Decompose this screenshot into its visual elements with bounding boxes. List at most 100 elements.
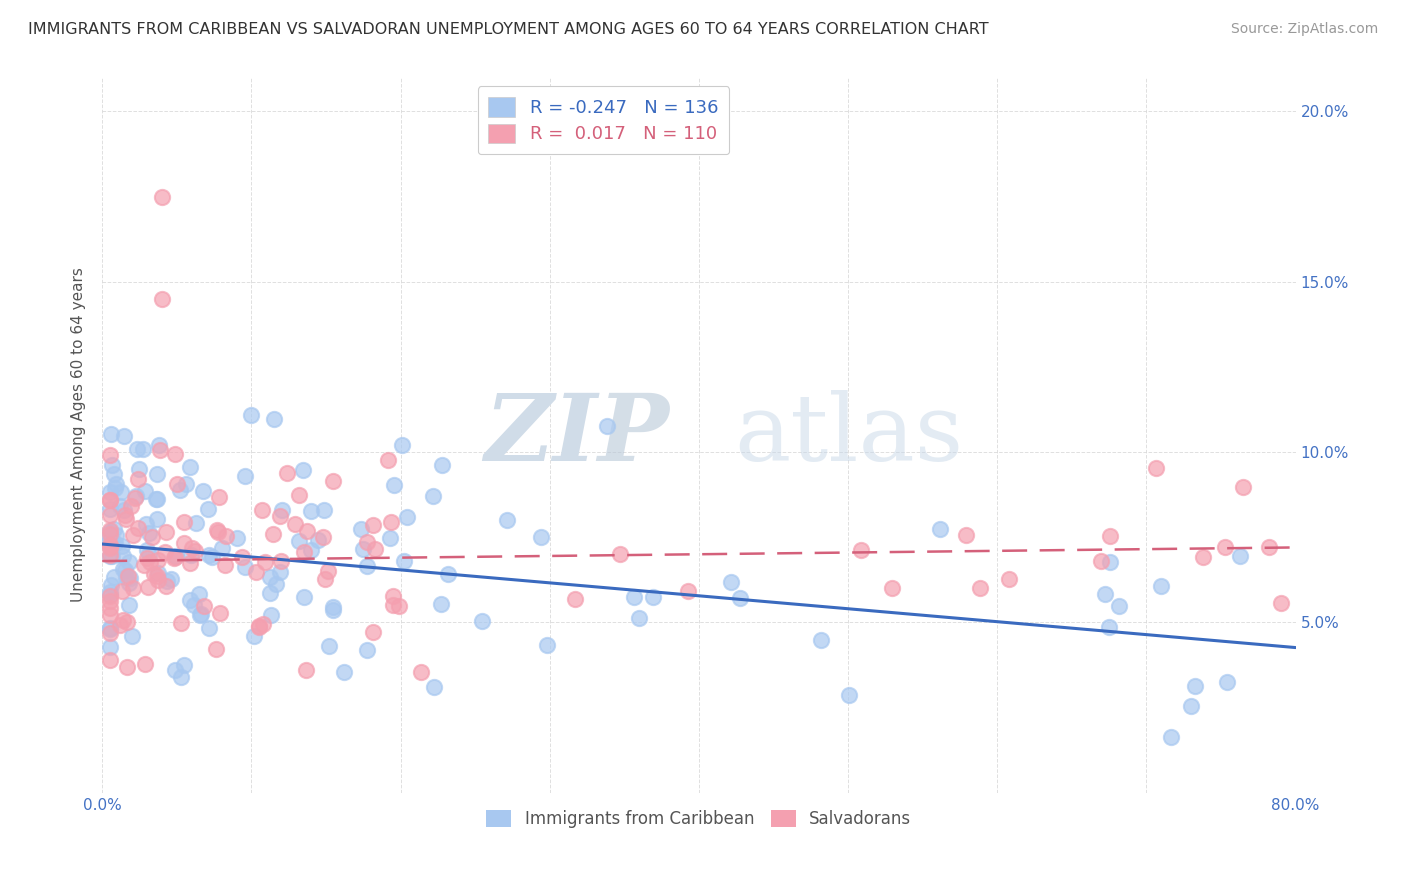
Point — [111, 549, 134, 563]
Point — [201, 550, 224, 565]
Point — [101, 549, 124, 563]
Point — [292, 463, 315, 477]
Point — [209, 606, 232, 620]
Point — [380, 516, 402, 530]
Point — [98, 589, 121, 603]
Point — [1216, 675, 1239, 690]
Point — [148, 437, 170, 451]
Point — [243, 629, 266, 643]
Point — [132, 558, 155, 572]
Point — [436, 567, 458, 582]
Point — [114, 564, 136, 578]
Point — [259, 585, 281, 599]
Point — [322, 599, 344, 614]
Point — [381, 598, 404, 612]
Point — [184, 516, 207, 530]
Point — [166, 477, 188, 491]
Point — [98, 600, 121, 615]
Y-axis label: Unemployment Among Ages 60 to 64 years: Unemployment Among Ages 60 to 64 years — [72, 268, 86, 602]
Point — [318, 639, 340, 653]
Point — [111, 583, 134, 598]
Point — [264, 576, 287, 591]
Point — [191, 484, 214, 499]
Point — [214, 558, 236, 573]
Point — [124, 491, 146, 505]
Point — [188, 608, 211, 623]
Point — [111, 613, 134, 627]
Point — [1215, 540, 1237, 554]
Point — [173, 536, 195, 550]
Point — [316, 564, 339, 578]
Point — [143, 566, 166, 581]
Point — [179, 460, 201, 475]
Point — [120, 500, 142, 514]
Point — [98, 548, 121, 562]
Point — [231, 549, 253, 564]
Point — [128, 462, 150, 476]
Point — [98, 623, 121, 637]
Point — [104, 481, 127, 495]
Point — [259, 608, 281, 623]
Point — [103, 570, 125, 584]
Point — [1099, 529, 1122, 543]
Point — [146, 568, 169, 582]
Point — [356, 643, 378, 657]
Point — [392, 554, 415, 568]
Point — [1098, 555, 1121, 569]
Point — [352, 542, 374, 557]
Point — [496, 513, 519, 527]
Point — [98, 530, 121, 544]
Point — [135, 543, 157, 558]
Point — [849, 542, 872, 557]
Point — [1149, 579, 1171, 593]
Text: P: P — [598, 390, 668, 480]
Point — [207, 524, 229, 538]
Point — [263, 412, 285, 426]
Point — [155, 579, 177, 593]
Point — [169, 616, 191, 631]
Point — [103, 537, 125, 551]
Point — [207, 525, 229, 540]
Point — [1144, 460, 1167, 475]
Point — [104, 476, 127, 491]
Point — [108, 499, 131, 513]
Point — [955, 527, 977, 541]
Point — [361, 517, 384, 532]
Point — [295, 663, 318, 677]
Point — [233, 468, 256, 483]
Point — [98, 541, 121, 555]
Point — [125, 442, 148, 457]
Point — [269, 509, 291, 524]
Point — [98, 508, 121, 522]
Point — [98, 485, 121, 500]
Point — [720, 574, 742, 589]
Point — [314, 572, 336, 586]
Point — [114, 570, 136, 584]
Point — [1094, 587, 1116, 601]
Point — [215, 529, 238, 543]
Point — [112, 429, 135, 443]
Point — [118, 575, 141, 590]
Point — [292, 545, 315, 559]
Point — [247, 620, 270, 634]
Point — [432, 458, 454, 473]
Point — [98, 523, 121, 537]
Point — [880, 581, 903, 595]
Point — [98, 537, 121, 551]
Point — [98, 584, 121, 599]
Point — [125, 489, 148, 503]
Point — [98, 502, 121, 516]
Point — [471, 614, 494, 628]
Point — [333, 665, 356, 679]
Point — [98, 449, 121, 463]
Point — [676, 584, 699, 599]
Point — [259, 570, 281, 584]
Point — [245, 566, 267, 580]
Point — [179, 556, 201, 570]
Point — [180, 548, 202, 562]
Point — [139, 555, 162, 569]
Point — [98, 549, 121, 563]
Point — [98, 493, 121, 508]
Point — [998, 572, 1021, 586]
Point — [135, 517, 157, 532]
